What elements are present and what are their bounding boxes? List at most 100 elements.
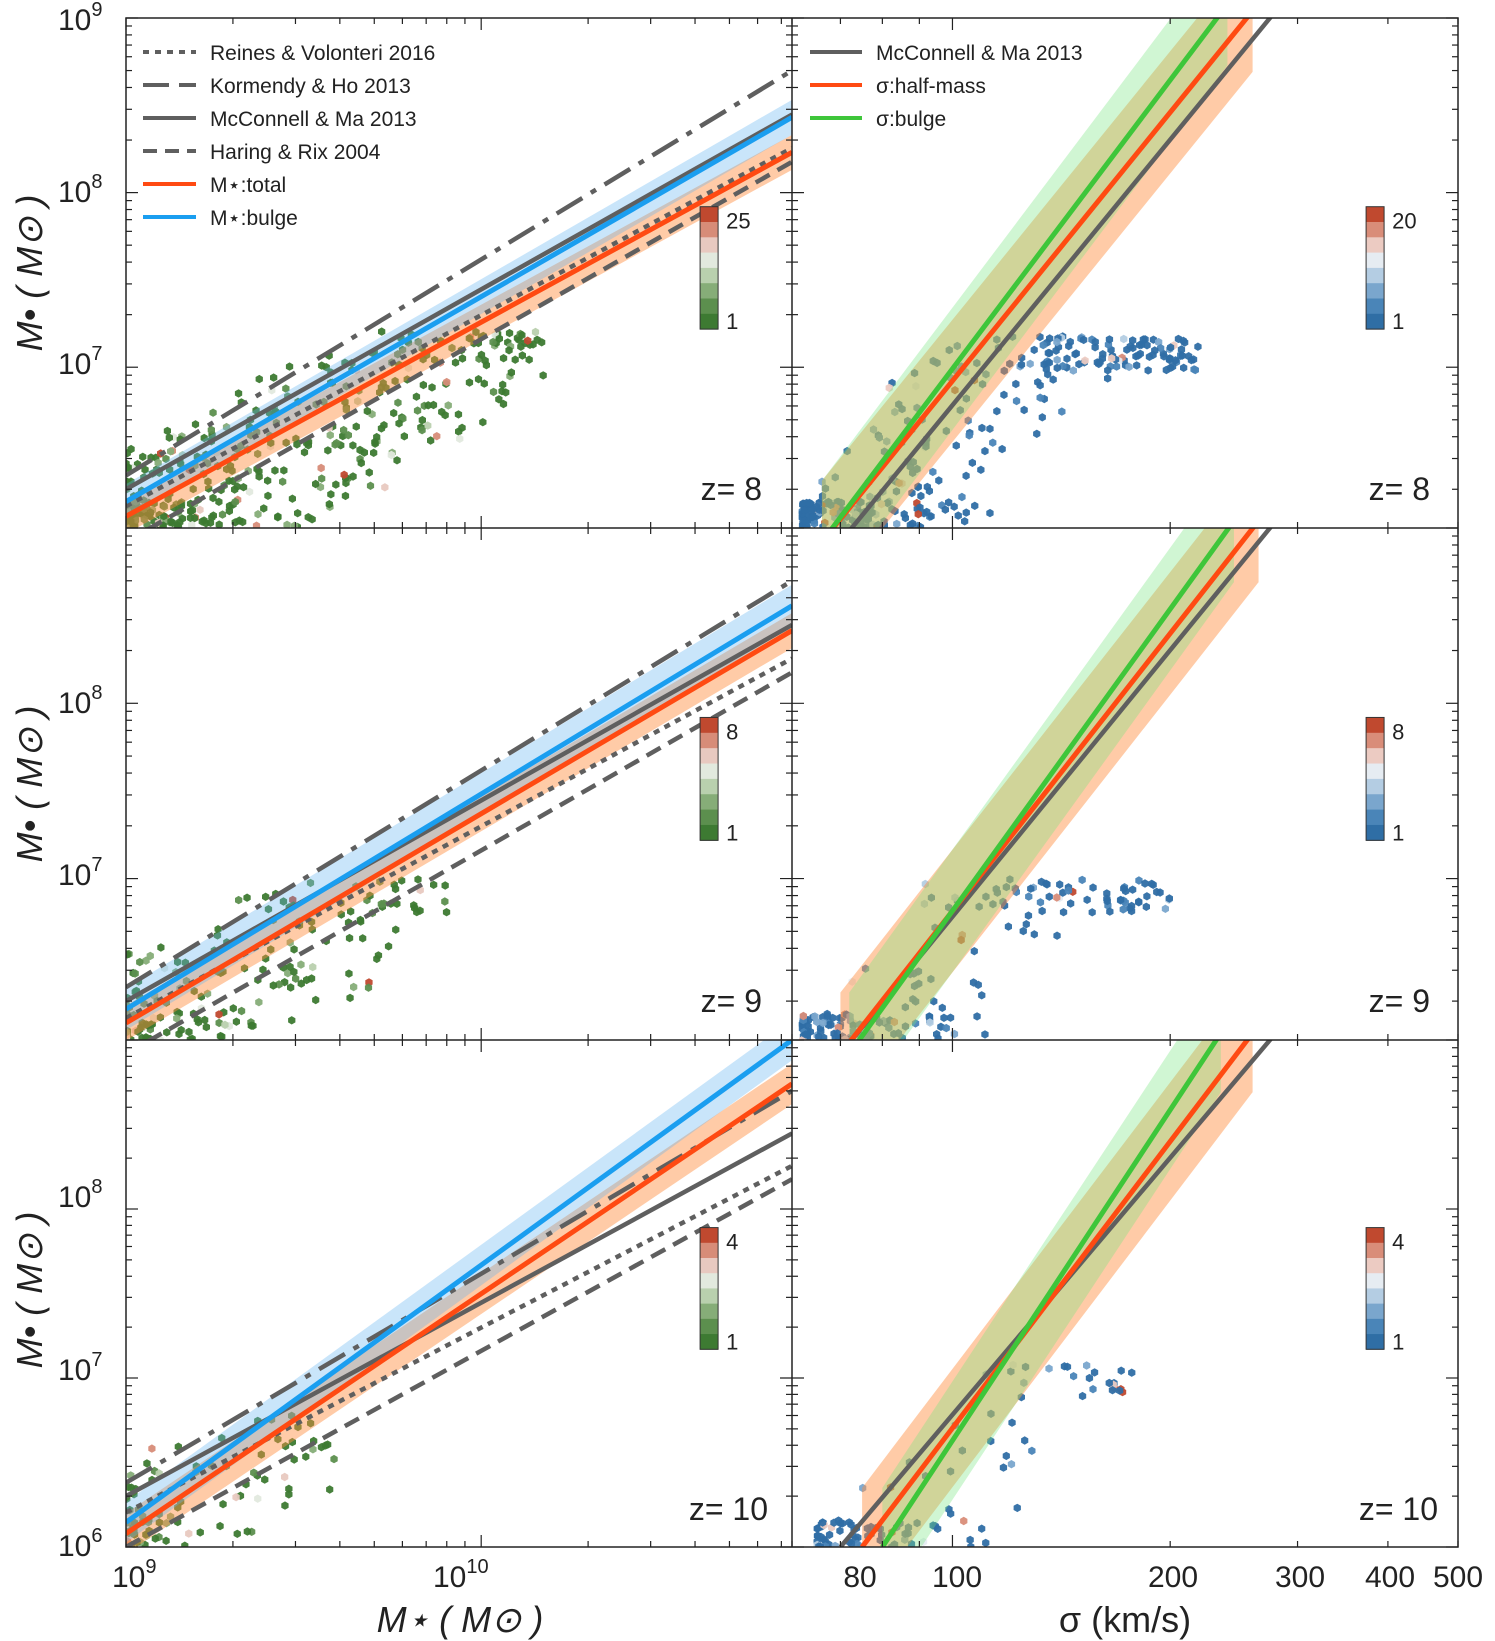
hexbin-point: [841, 1035, 849, 1040]
hexbin-point: [958, 1446, 966, 1455]
hexbin-point: [875, 433, 883, 442]
hexbin-point: [349, 441, 357, 450]
hexbin-point: [986, 424, 994, 433]
hexbin-point: [1000, 390, 1008, 399]
hexbin-point: [889, 1542, 897, 1547]
hexbin-point: [1013, 1503, 1021, 1513]
hexbin-point: [346, 993, 354, 1003]
hexbin-point: [813, 1524, 821, 1533]
hexbin-point: [292, 434, 300, 443]
hexbin-point: [340, 425, 348, 435]
hexbin-point: [966, 1535, 974, 1545]
hexbin-point: [474, 375, 483, 384]
series-line: [126, 115, 792, 504]
hexbin-point: [953, 341, 961, 351]
hexbin-point: [288, 494, 296, 503]
hexbin-point: [1179, 336, 1187, 345]
hexbin-point: [167, 517, 175, 526]
hexbin-point: [1145, 352, 1154, 361]
series-line: [126, 1040, 792, 1525]
hexbin-point: [1069, 366, 1077, 375]
hexbin-point: [883, 437, 891, 446]
colorbar-segment: [700, 732, 719, 749]
hexbin-point: [809, 512, 817, 522]
xtick-500: 500: [1433, 1561, 1483, 1594]
hexbin-point: [218, 1433, 226, 1443]
hexbin-point: [131, 969, 139, 978]
hexbin-point: [243, 1527, 251, 1536]
colorbars: 25 1 20 1 8 1 8 1 4 1 4 1: [699, 206, 1417, 1354]
hexbin-point: [264, 476, 272, 485]
hexbin-point: [270, 373, 278, 382]
series-line: [860, 1040, 1251, 1547]
hexbin-point: [993, 335, 1001, 344]
hexbin-point: [458, 423, 466, 432]
series-line: [126, 1177, 792, 1547]
hexbin-point: [993, 407, 1001, 416]
hexbin-point: [303, 975, 311, 985]
hexbin-point: [318, 474, 326, 483]
hexbin-point: [257, 1450, 265, 1459]
hexbin-point: [531, 327, 540, 337]
hexbin-point: [327, 490, 335, 499]
hexbin-point: [499, 380, 507, 389]
xtick-1e10: 1010: [433, 1556, 489, 1594]
hexbin-point: [910, 368, 919, 378]
hexbin-point: [1058, 407, 1066, 416]
series-line: [145, 159, 792, 528]
hexbin-point: [188, 1034, 196, 1040]
hexbin-point: [843, 446, 851, 456]
hexbin-point: [1006, 875, 1014, 884]
colorbar-min-label: 1: [1392, 820, 1404, 845]
colorbar-segment: [1366, 252, 1385, 269]
colorbar-segment: [1366, 1318, 1385, 1335]
hexbin-point: [987, 1409, 995, 1418]
hexbin-point: [154, 458, 162, 468]
hexbin-point: [201, 1015, 209, 1025]
hexbin-point: [1063, 1362, 1072, 1371]
colorbar-segment: [700, 267, 719, 284]
hexbin-point: [981, 1030, 989, 1039]
hexbin-point: [234, 389, 243, 398]
hexbin-point: [901, 1529, 909, 1538]
hexbin-point: [989, 900, 997, 909]
hexbin-point: [1105, 335, 1114, 344]
colorbar-segment: [700, 206, 719, 223]
hexbin-point: [1012, 396, 1021, 406]
hexbin-point: [912, 997, 920, 1006]
hexbin-point: [243, 893, 251, 902]
hexbin-point: [148, 1444, 156, 1453]
panel-z9-right: [798, 528, 1273, 1040]
colorbar-segment: [700, 1273, 719, 1289]
hexbin-point: [281, 978, 289, 987]
hexbin-point: [804, 1022, 812, 1031]
colorbar-segment: [700, 237, 719, 254]
hexbin-point: [831, 473, 839, 482]
hexbin-point: [1021, 1436, 1029, 1445]
colorbar-segment: [700, 1227, 719, 1244]
hexbin-point: [1099, 350, 1107, 359]
hexbin-point: [1144, 366, 1152, 375]
hexbin-point: [973, 1012, 981, 1021]
hexbin-point: [1190, 355, 1198, 364]
hexbin-point: [352, 422, 360, 431]
axis-ticks: [125, 17, 1459, 1548]
hexbin-point: [175, 1029, 183, 1039]
hexbin-point: [379, 379, 387, 388]
hexbin-point: [290, 967, 298, 977]
hexbin-point: [307, 1419, 315, 1428]
hexbin-point: [1026, 359, 1034, 368]
hexbin-point: [1064, 886, 1073, 895]
colorbar-segment: [700, 763, 719, 780]
hexbin-point: [364, 983, 373, 992]
hexbin-point: [1143, 892, 1151, 901]
hexbin-point: [215, 497, 223, 506]
hexbin-point: [950, 502, 958, 511]
hexbin-point: [815, 1542, 823, 1547]
colorbar-segment: [1366, 283, 1385, 299]
hexbin-point: [1036, 332, 1044, 342]
hexbin-point: [883, 498, 892, 508]
hexbin-point: [377, 424, 386, 433]
colorbar-segment: [1366, 313, 1385, 330]
hexbin-point: [448, 343, 456, 353]
